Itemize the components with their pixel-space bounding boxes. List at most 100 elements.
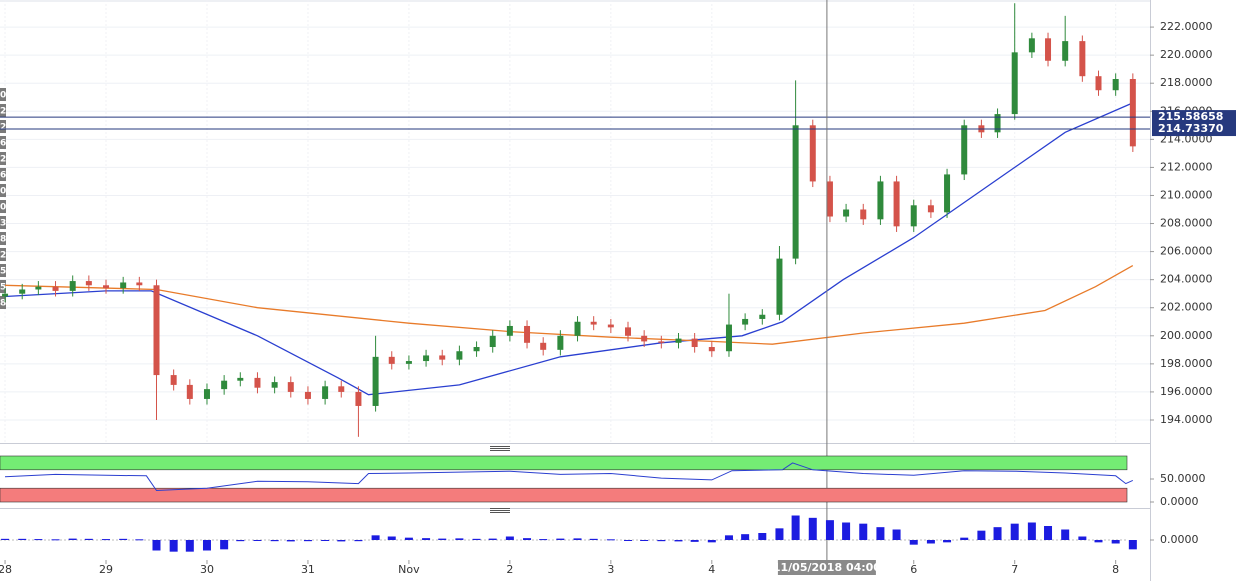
histogram-bar [808, 517, 817, 540]
histogram-bar [775, 528, 784, 540]
y-tick-label: 196.0000 [1160, 385, 1213, 398]
left-badge [0, 120, 6, 133]
histogram-bar [724, 535, 733, 540]
candle-body [1129, 79, 1136, 147]
x-tick-label: 4 [708, 563, 715, 576]
histogram-bar [455, 538, 464, 540]
candle-body [877, 181, 884, 220]
histogram-bar [438, 538, 447, 540]
histogram-bar [523, 538, 532, 540]
left-badge [0, 248, 6, 261]
histogram-bar [34, 539, 43, 541]
histogram-bar [270, 540, 279, 542]
candle-body [893, 181, 900, 227]
candle-body [625, 327, 632, 336]
candle-body [675, 338, 682, 343]
histogram-bar [624, 540, 633, 541]
candle-body [170, 375, 177, 385]
y-tick-label: 204.0000 [1160, 273, 1213, 286]
candle-body [338, 386, 345, 392]
candle-body [153, 285, 160, 376]
x-tick-label: 2 [506, 563, 513, 576]
rsi-line [4, 462, 1134, 492]
candle-body [961, 125, 968, 175]
candle-body [708, 347, 715, 352]
histogram-bar [387, 536, 396, 540]
left-badge-label: 2 [0, 155, 6, 165]
histogram-bar [337, 540, 346, 542]
price-label: 214.73370 [1158, 122, 1224, 135]
histogram-bar [1111, 540, 1120, 544]
rsi-tick-label: 0.0000 [1160, 495, 1199, 508]
left-badge [0, 216, 6, 229]
x-tick-label: Nov [398, 563, 420, 576]
histogram-bar [1010, 523, 1019, 540]
y-tick-label: 218.0000 [1160, 76, 1213, 89]
candle-body [809, 125, 816, 182]
price-label-box [1152, 110, 1236, 125]
histogram-bar [68, 538, 77, 540]
resize-handle[interactable] [490, 508, 510, 513]
price-label-box [1152, 122, 1236, 137]
candle-body [860, 209, 867, 220]
candle-body [1011, 52, 1018, 115]
left-badge-label: 2 [0, 123, 6, 133]
histogram-bar [236, 540, 245, 542]
candle-body [826, 181, 833, 217]
candle-body [456, 351, 463, 360]
y-tick-label: 202.0000 [1160, 301, 1213, 314]
x-tick-label: 30 [200, 563, 214, 576]
candle-body [52, 286, 59, 291]
candle-body [304, 391, 311, 399]
candle-body [843, 209, 850, 217]
histogram-bar [505, 536, 514, 540]
left-badge [0, 296, 6, 309]
y-tick-label: 198.0000 [1160, 357, 1213, 370]
histogram-bar [371, 535, 380, 540]
histogram-bar [573, 538, 582, 540]
y-tick-label: 200.0000 [1160, 329, 1213, 342]
candle-body [237, 377, 244, 381]
candle-body [1112, 79, 1119, 91]
candle-body [120, 282, 127, 289]
resize-handle[interactable] [490, 446, 510, 451]
histogram-bar [472, 538, 481, 540]
candle-body [776, 258, 783, 315]
left-badge [0, 280, 6, 293]
left-badge [0, 88, 6, 101]
candle-body [792, 125, 799, 259]
candle-body [910, 205, 917, 227]
y-tick-label: 222.0000 [1160, 20, 1213, 33]
x-tick-label: 31 [301, 563, 315, 576]
left-badge-label: 8 [0, 235, 6, 245]
left-badge [0, 136, 6, 149]
histogram-bar [404, 537, 413, 540]
candle-body [927, 205, 934, 213]
histogram-bar [135, 539, 144, 541]
histogram-bar [422, 538, 431, 540]
candle-body [287, 382, 294, 392]
histogram-bar [185, 540, 194, 552]
histogram-bar [909, 540, 918, 545]
y-tick-label: 212.0000 [1160, 160, 1213, 173]
histogram-bar [943, 540, 952, 543]
left-badge-label: 0 [0, 187, 6, 197]
x-tick-label: 8 [1112, 563, 1119, 576]
histogram-bar [539, 539, 548, 541]
histogram-bar [1094, 540, 1103, 543]
x-tick-label: 6 [910, 563, 917, 576]
candle-body [35, 286, 42, 290]
moving-average-line [4, 265, 1134, 345]
histogram-bar [1044, 526, 1053, 540]
candle-body [540, 342, 547, 350]
candle-body [1062, 41, 1069, 61]
candle-body [372, 356, 379, 406]
candle-body [944, 174, 951, 213]
candle-body [742, 318, 749, 325]
y-tick-label: 220.0000 [1160, 48, 1213, 61]
candle-body [1079, 41, 1086, 77]
histogram-tick-label: 0.0000 [1160, 533, 1199, 546]
candle-body [506, 325, 513, 336]
y-tick-label: 208.0000 [1160, 217, 1213, 230]
candle-body [574, 321, 581, 336]
